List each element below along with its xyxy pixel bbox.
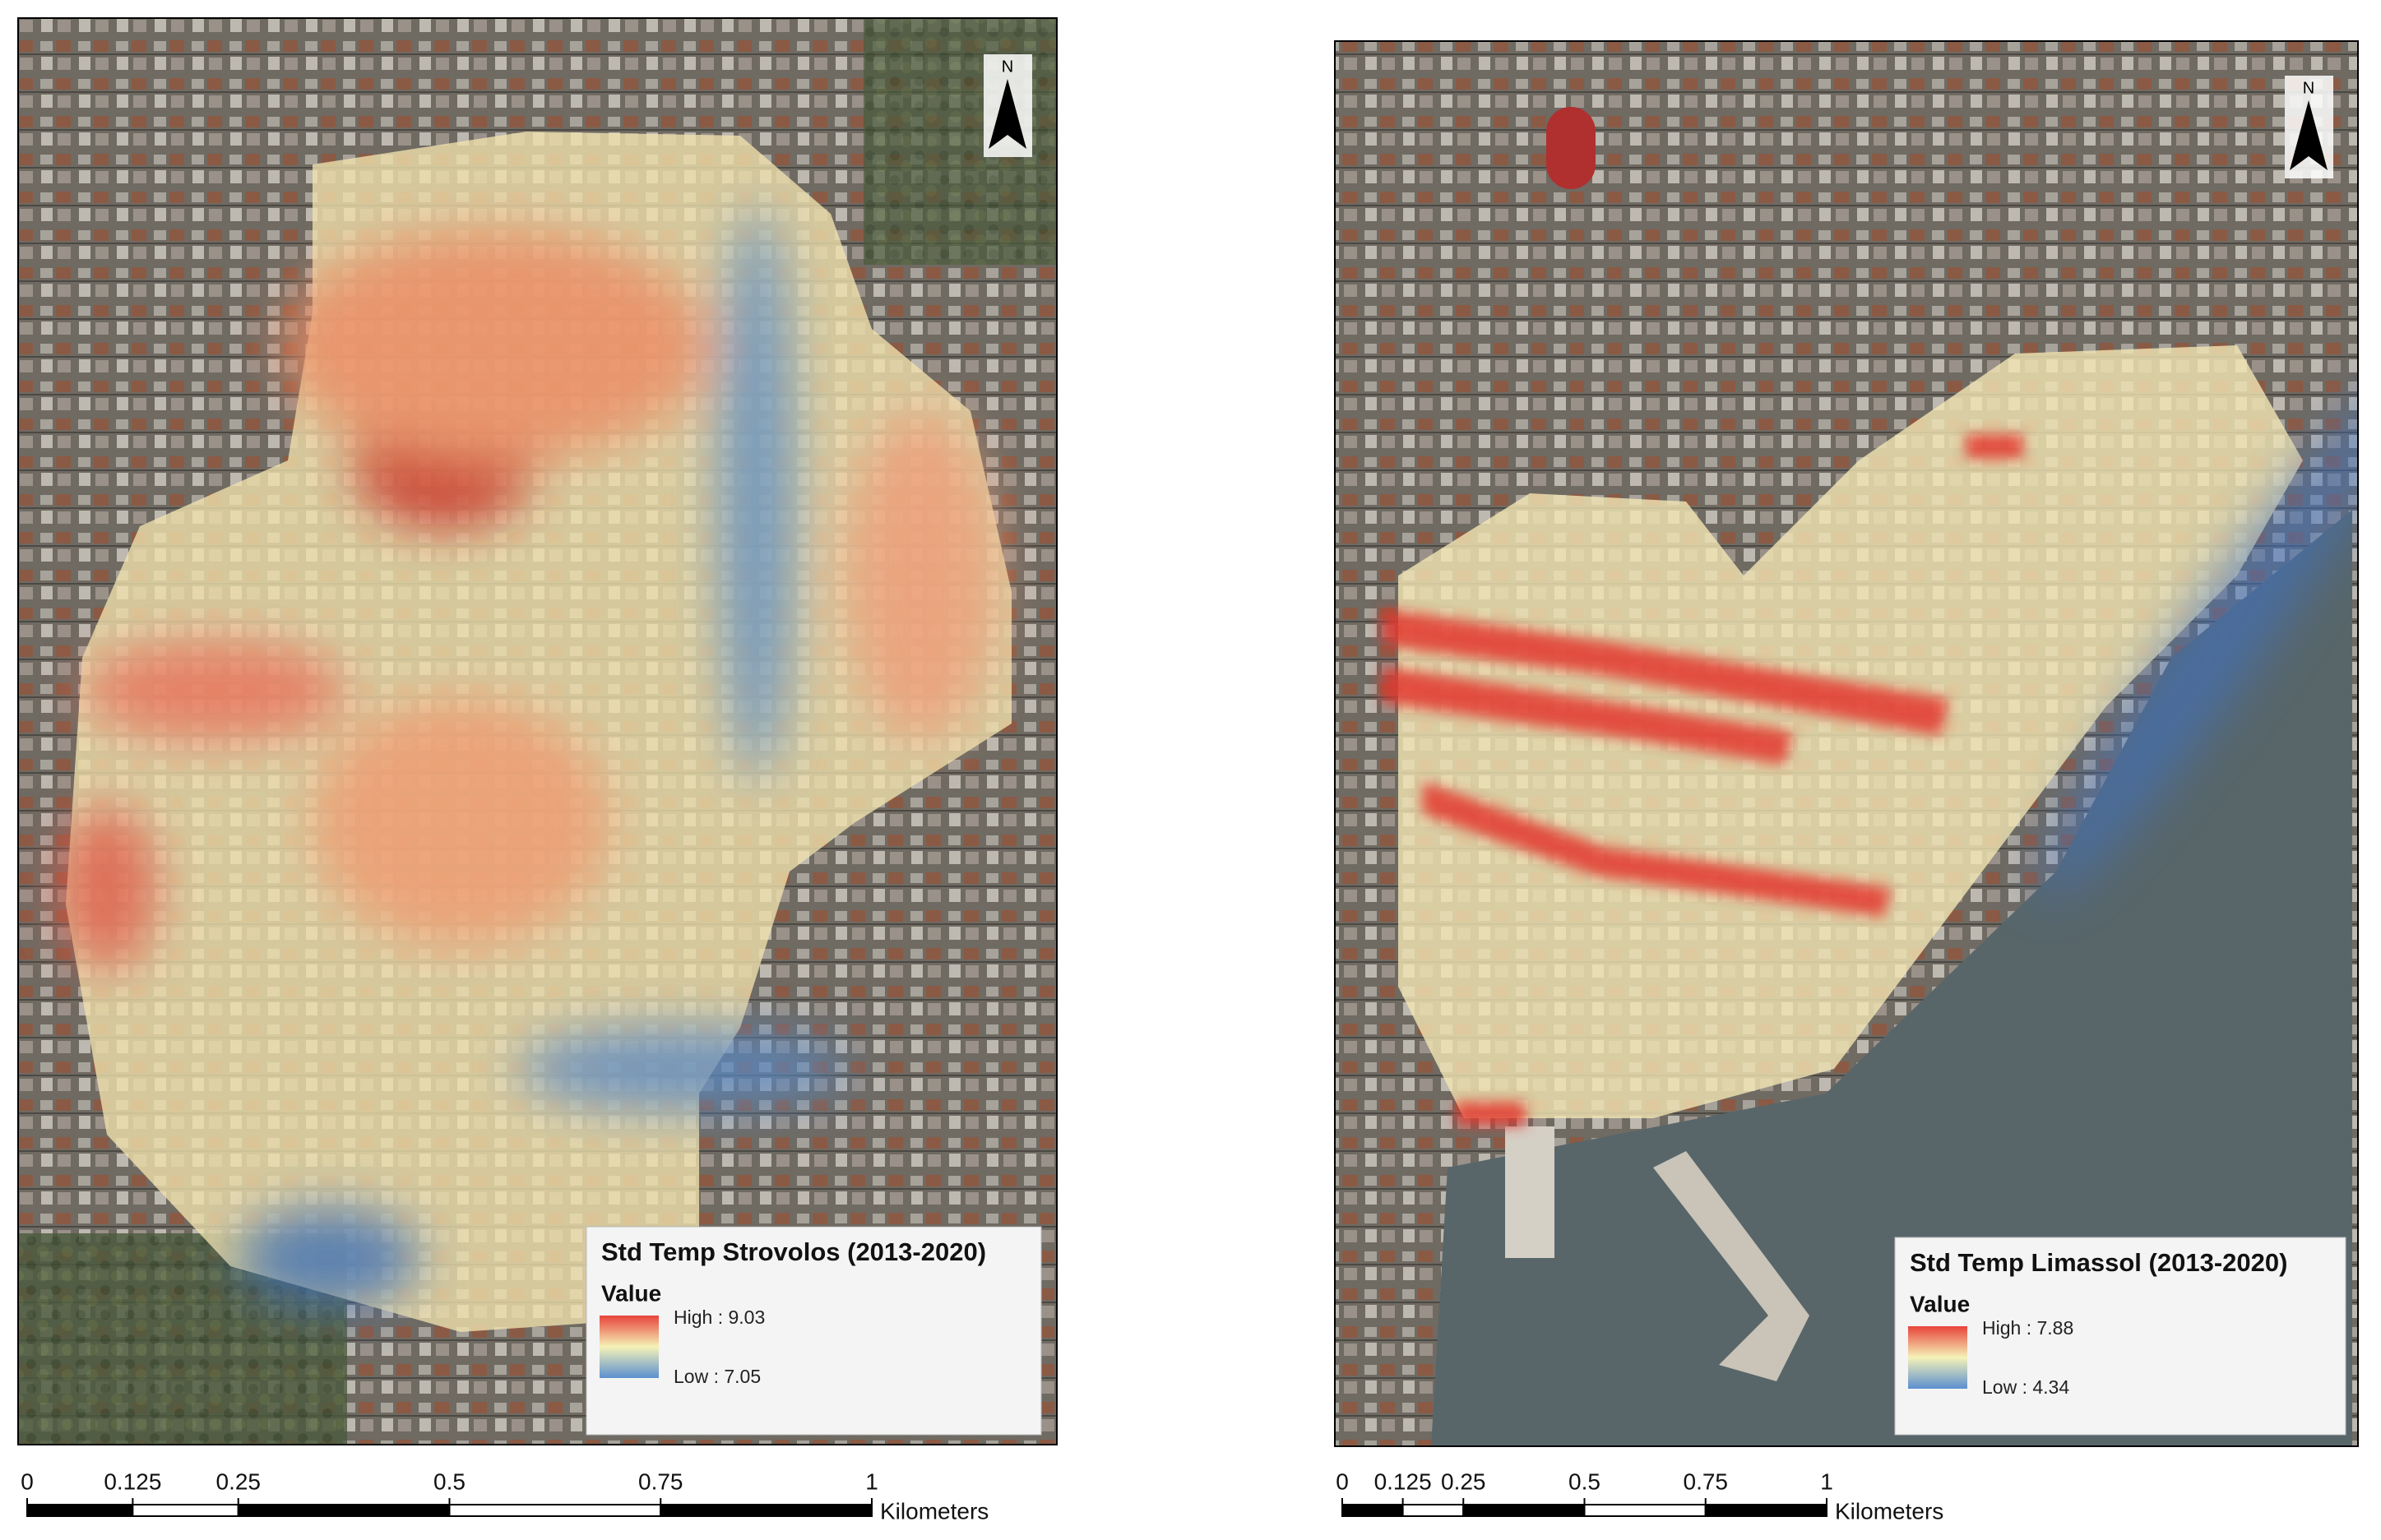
north-label: N	[2303, 79, 2314, 97]
scale-segment	[1583, 1504, 1707, 1517]
scale-label: 0	[1336, 1468, 1349, 1494]
scale-label: 1	[1820, 1468, 1833, 1494]
legend-box	[1894, 1237, 2346, 1436]
legend-low: Low : 4.34	[1982, 1376, 2069, 1398]
scale-label: 0.125	[104, 1468, 161, 1494]
scale-segment	[237, 1504, 451, 1517]
scale-label: 0.5	[433, 1468, 466, 1494]
map-frame	[17, 17, 1058, 1445]
scale-label: 1	[865, 1468, 878, 1494]
scale-segment	[1341, 1504, 1404, 1517]
legend-high: High : 7.88	[1982, 1317, 2073, 1339]
scale-segment	[1704, 1504, 1827, 1517]
map-frame	[1334, 40, 2359, 1447]
north-label: N	[1002, 58, 1013, 76]
scale-segment	[132, 1504, 239, 1517]
scale-label: 0.25	[1441, 1468, 1486, 1494]
scale-segment	[26, 1504, 134, 1517]
legend-field: Value	[601, 1280, 661, 1306]
scale-segment	[660, 1504, 873, 1517]
scale-label: 0.25	[216, 1468, 262, 1494]
legend-title: Std Temp Strovolos (2013-2020)	[601, 1237, 986, 1266]
scale-label: 0.75	[638, 1468, 683, 1494]
scale-segment	[1401, 1504, 1465, 1517]
legend-low: Low : 7.05	[674, 1366, 761, 1387]
legend-high: High : 9.03	[674, 1306, 765, 1328]
legend-box	[586, 1226, 1042, 1436]
scale-label: 0.5	[1568, 1468, 1600, 1494]
legend-field: Value	[1910, 1291, 1970, 1316]
map-strovolos	[18, 18, 1057, 1445]
scale-label: 0.125	[1374, 1468, 1432, 1494]
scale-label: 0.75	[1684, 1468, 1729, 1494]
legend-ramp	[1908, 1326, 1967, 1389]
north-arrow	[2290, 100, 2328, 170]
scale-label: 0	[21, 1468, 34, 1494]
scale-segment	[448, 1504, 662, 1517]
scale-unit: Kilometers	[1835, 1498, 1943, 1524]
scale-segment	[1462, 1504, 1586, 1517]
legend-title: Std Temp Limassol (2013-2020)	[1910, 1248, 2287, 1277]
map-limassol	[1335, 41, 2358, 1446]
scale-unit: Kilometers	[880, 1498, 989, 1524]
north-arrow	[989, 79, 1026, 149]
legend-ramp	[600, 1316, 659, 1378]
